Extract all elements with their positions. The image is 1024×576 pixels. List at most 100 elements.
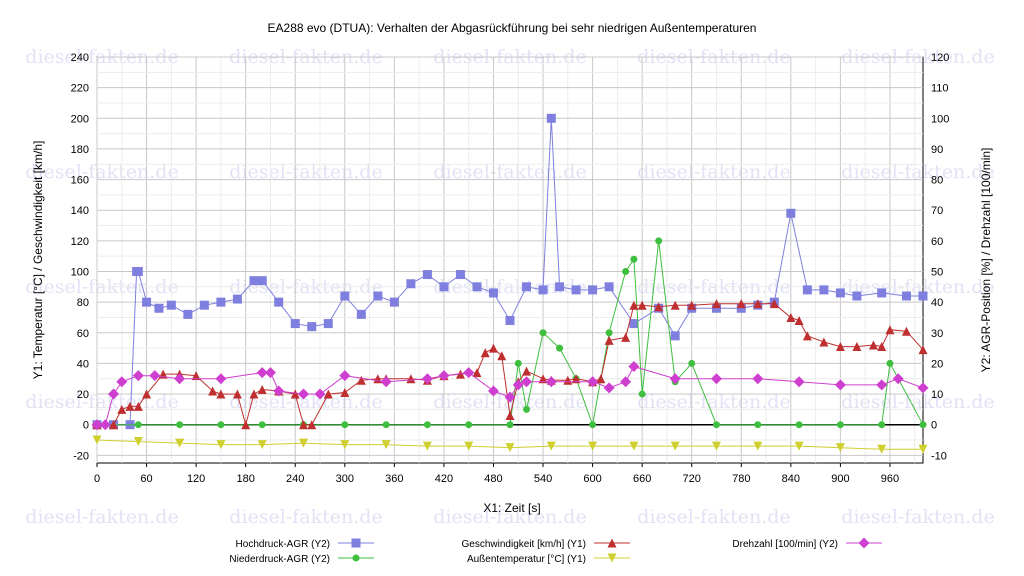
data-point	[133, 401, 143, 411]
data-point	[877, 288, 887, 298]
y-right-tick-label: 40	[931, 297, 943, 309]
data-point	[835, 443, 845, 453]
data-point	[786, 208, 796, 218]
data-point	[901, 291, 911, 301]
data-point	[504, 391, 516, 403]
data-point	[174, 373, 186, 385]
data-point	[216, 297, 226, 307]
data-point	[555, 282, 565, 292]
data-point	[497, 351, 507, 361]
data-point	[834, 379, 846, 391]
data-point	[514, 359, 522, 367]
x-tick-label: 960	[881, 473, 899, 485]
data-point	[356, 309, 366, 319]
data-point	[125, 401, 135, 411]
data-point	[835, 288, 845, 298]
watermark-text: diesel-fakten.de	[841, 161, 994, 183]
data-point	[290, 389, 300, 399]
data-point	[655, 237, 663, 245]
watermark-text: diesel-fakten.de	[25, 161, 178, 183]
data-point	[571, 374, 581, 384]
y-right-tick-label: 80	[931, 175, 943, 187]
data-point	[753, 441, 763, 451]
y-right-tick-label: 60	[931, 236, 943, 248]
data-point	[901, 326, 911, 336]
data-point	[249, 276, 259, 286]
data-point	[736, 303, 746, 313]
legend-label: Geschwindigkeit [km/h] (Y1)	[462, 539, 587, 550]
series-layer	[91, 113, 929, 454]
data-point	[323, 319, 333, 329]
data-point	[587, 376, 599, 388]
legend-label: Niederdruck-AGR (Y2)	[229, 554, 330, 565]
data-point	[257, 276, 267, 286]
data-point	[919, 421, 927, 429]
x-tick-label: 240	[286, 473, 304, 485]
y-right-tick-label: -10	[931, 450, 947, 462]
data-point	[216, 389, 226, 399]
data-point	[117, 404, 127, 414]
data-point	[638, 390, 646, 398]
data-point	[588, 441, 598, 451]
y-right-tick-label: 100	[931, 113, 949, 125]
data-point	[298, 388, 309, 400]
x-tick-label: 720	[683, 473, 701, 485]
chart-title: EA288 evo (DTUA): Verhalten der Abgasrüc…	[268, 21, 757, 35]
data-point	[257, 440, 267, 450]
data-point	[736, 299, 746, 309]
data-point	[133, 266, 143, 276]
data-point	[381, 440, 391, 450]
x-tick-label: 0	[94, 473, 100, 485]
data-point	[116, 376, 128, 388]
data-point	[589, 421, 597, 429]
data-point	[465, 421, 473, 429]
data-point	[273, 385, 285, 397]
tick-labels: 0 60 120 180 240 300 360 420 480 540 600 660 720 780 8…	[71, 52, 950, 485]
data-point	[472, 368, 482, 378]
data-point	[538, 374, 548, 384]
x-tick-label: 540	[534, 473, 552, 485]
data-point	[480, 348, 490, 358]
watermark-text: diesel-fakten.de	[433, 506, 586, 528]
data-point	[918, 291, 928, 301]
watermark-text: diesel-fakten.de	[841, 506, 994, 528]
data-point	[687, 300, 697, 310]
data-point	[852, 342, 862, 352]
data-point	[382, 421, 390, 429]
data-point	[455, 270, 465, 280]
data-point	[629, 300, 639, 310]
data-point	[191, 371, 201, 381]
data-point	[92, 435, 102, 445]
data-point	[208, 386, 218, 396]
y-right-tick-label: 10	[931, 389, 943, 401]
legend-marker	[351, 538, 361, 548]
data-point	[175, 438, 185, 448]
y-right-axis-title: Y2: AGR-Position [%] / Drehzahl [100/min…	[979, 148, 993, 373]
legend: Hochdruck-AGR (Y2) Niederdruck-AGR (Y2) Ge…	[229, 537, 882, 565]
data-point	[802, 285, 812, 295]
y-left-tick-label: 180	[71, 144, 89, 156]
data-point	[753, 299, 763, 309]
data-point	[794, 441, 804, 451]
data-point	[132, 370, 144, 382]
y-left-tick-label: -20	[73, 450, 89, 462]
data-point	[149, 370, 161, 382]
data-point	[356, 375, 366, 385]
data-point	[628, 360, 640, 372]
data-point	[886, 359, 894, 367]
data-point	[604, 282, 614, 292]
data-point	[249, 389, 259, 399]
data-point	[505, 411, 515, 421]
data-point	[786, 312, 796, 322]
data-point	[596, 374, 606, 384]
data-point	[885, 325, 895, 335]
y-right-tick-label: 0	[931, 420, 937, 432]
data-point	[323, 389, 333, 399]
data-point	[877, 444, 887, 454]
data-point	[506, 421, 514, 429]
data-point	[487, 385, 499, 397]
data-point	[521, 376, 533, 388]
y-left-tick-label: 0	[83, 420, 89, 432]
y-left-tick-label: 40	[77, 358, 89, 370]
